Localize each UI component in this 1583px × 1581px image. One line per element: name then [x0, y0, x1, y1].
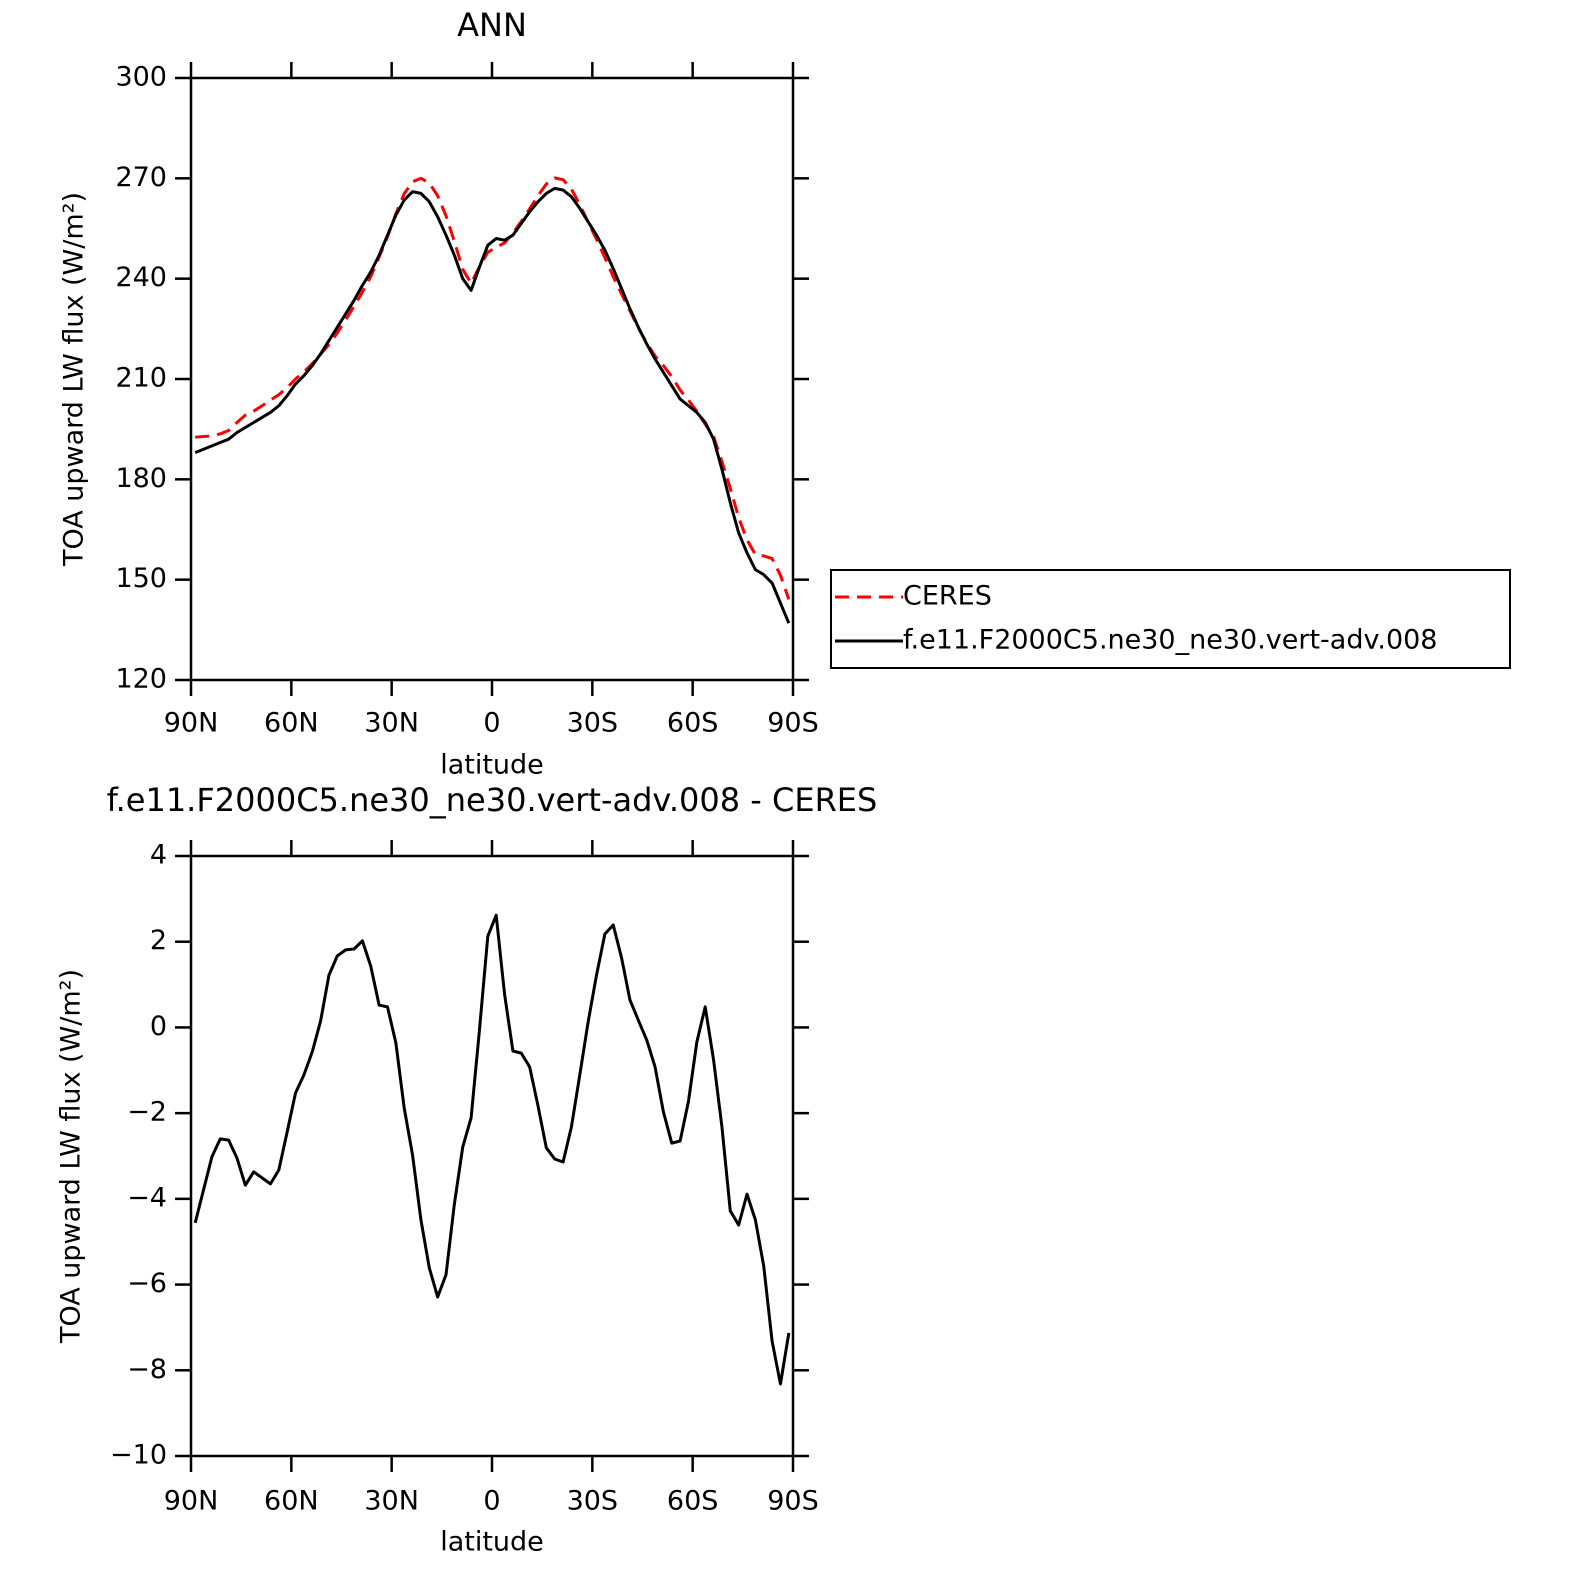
- legend-label: f.e11.F2000C5.ne30_ne30.vert-adv.008: [903, 625, 1437, 656]
- y-tick-label: −2: [127, 1097, 167, 1128]
- x-axis-label: latitude: [440, 1527, 544, 1558]
- y-tick-label: −4: [127, 1182, 167, 1213]
- x-tick-label: 90S: [767, 708, 819, 739]
- legend-box: [830, 569, 1511, 669]
- x-tick-label: 0: [483, 1486, 500, 1517]
- y-tick-label: −6: [127, 1268, 167, 1299]
- x-tick-label: 90S: [767, 1486, 819, 1517]
- x-tick-label: 60N: [264, 708, 319, 739]
- y-tick-label: 270: [115, 162, 167, 193]
- data-line: [195, 176, 791, 600]
- x-tick-label: 60S: [667, 708, 719, 739]
- y-tick-label: 4: [150, 840, 167, 871]
- y-tick-label: 210: [115, 363, 167, 394]
- legend-label: CERES: [903, 581, 992, 612]
- plot-frame: [189, 76, 795, 682]
- x-tick-label: 60N: [264, 1486, 319, 1517]
- x-tick-label: 30N: [364, 708, 419, 739]
- x-tick-label: 90N: [164, 708, 219, 739]
- y-tick-label: 300: [115, 62, 167, 93]
- y-tick-label: 0: [150, 1011, 167, 1042]
- data-line: [194, 186, 791, 624]
- x-tick-label: 30S: [567, 1486, 619, 1517]
- y-tick-label: 180: [115, 463, 167, 494]
- x-tick-label: 30N: [364, 1486, 419, 1517]
- x-tick-label: 0: [483, 708, 500, 739]
- y-tick-label: 150: [115, 563, 167, 594]
- data-line: [193, 913, 791, 1386]
- y-axis-label: TOA upward LW flux (W/m²): [56, 969, 87, 1344]
- y-tick-label: 240: [115, 262, 167, 293]
- x-tick-label: 30S: [567, 708, 619, 739]
- y-tick-label: −8: [127, 1354, 167, 1385]
- y-tick-label: −10: [110, 1440, 167, 1471]
- y-tick-label: 2: [150, 925, 167, 956]
- chart-title: f.e11.F2000C5.ne30_ne30.vert-adv.008 - C…: [107, 781, 878, 819]
- x-tick-label: 90N: [164, 1486, 219, 1517]
- y-tick-label: 120: [115, 664, 167, 695]
- chart-title: ANN: [457, 6, 527, 44]
- y-axis-label: TOA upward LW flux (W/m²): [59, 192, 90, 567]
- x-tick-label: 60S: [667, 1486, 719, 1517]
- x-axis-label: latitude: [440, 750, 544, 781]
